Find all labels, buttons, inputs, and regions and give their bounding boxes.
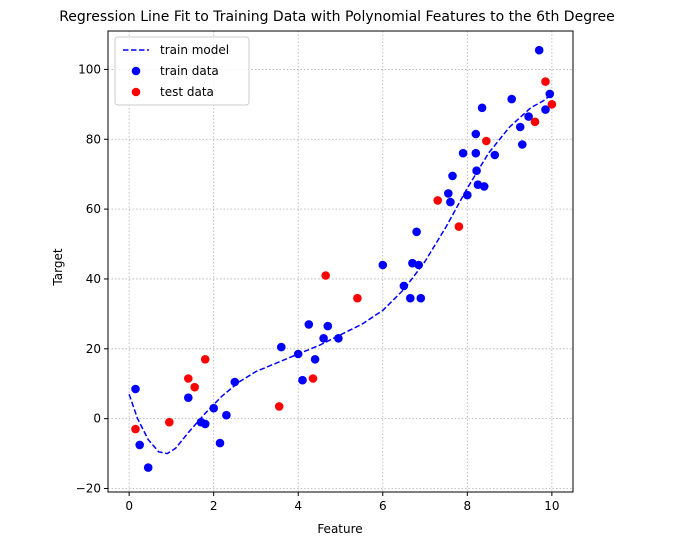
train-data-point	[472, 166, 481, 175]
test-data-point	[353, 293, 362, 303]
train-data-point	[399, 281, 409, 291]
train-data-point	[444, 189, 453, 198]
train-data-point	[471, 129, 481, 139]
train-data-point	[378, 260, 388, 270]
x-tick-label: 0	[125, 499, 133, 513]
train-data-point	[406, 293, 415, 303]
legend-label: test data	[160, 85, 214, 99]
train-data-point	[414, 260, 424, 270]
y-tick-label: 80	[86, 132, 101, 146]
y-tick-label: 60	[86, 202, 101, 216]
y-axis-label: Target	[51, 248, 65, 286]
train-data-point	[471, 148, 481, 158]
train-data-point	[448, 171, 457, 181]
train-data-point	[541, 105, 550, 114]
train-data-point	[490, 150, 500, 160]
train-data-point	[135, 440, 144, 450]
test-data-point	[321, 271, 331, 280]
train-data-point	[479, 182, 489, 191]
train-data-point	[277, 342, 286, 352]
train-data-point	[545, 89, 555, 99]
legend-label: train data	[160, 64, 219, 78]
train-data-point	[319, 334, 328, 343]
train-data-point	[515, 122, 525, 132]
y-tick-label: 20	[86, 342, 101, 356]
y-tick-label: 0	[93, 412, 101, 426]
test-data-point	[308, 374, 318, 383]
train-data-point	[334, 334, 343, 343]
ticks: 0 2 4 6 8 10 −20 0 20 40 60 80 100	[76, 62, 560, 513]
x-tick-label: 6	[379, 499, 387, 513]
legend: train model train data test data	[114, 36, 250, 106]
train-data-point	[446, 197, 455, 207]
points-layer	[131, 45, 557, 472]
y-tick-label: 40	[86, 272, 101, 286]
x-axis-label: Feature	[317, 522, 362, 536]
train-data-point	[293, 349, 303, 359]
test-data-point	[184, 374, 193, 383]
train-data-point	[518, 140, 527, 149]
train-model-line	[128, 93, 553, 455]
train-data-point	[304, 320, 314, 329]
train-data-point	[416, 293, 426, 303]
test-data-point	[547, 100, 557, 109]
model-line-layer	[128, 93, 553, 455]
train-data-point	[215, 438, 225, 448]
plot-frame	[107, 30, 574, 493]
test-data-point	[482, 136, 491, 146]
train-data-point	[230, 377, 240, 387]
train-data-point	[222, 410, 231, 420]
test-data-point	[454, 222, 464, 231]
test-data-point	[433, 196, 443, 205]
test-data-point	[530, 117, 540, 127]
train-data-point	[209, 403, 218, 413]
test-data-point	[165, 417, 174, 427]
train-data-point	[463, 190, 472, 200]
legend-label: train model	[160, 43, 229, 57]
train-data-point	[412, 227, 421, 237]
legend-box	[114, 36, 250, 106]
train-data-point	[477, 103, 487, 113]
train-data-point	[298, 375, 307, 385]
train-data-point	[310, 355, 320, 364]
y-tick-label: 100	[78, 62, 101, 76]
test-data-point	[274, 402, 284, 411]
y-tick-label: −20	[76, 482, 101, 496]
chart-title: Regression Line Fit to Training Data wit…	[59, 9, 615, 25]
x-tick-label: 2	[210, 499, 218, 513]
x-tick-label: 4	[294, 499, 302, 513]
x-tick-label: 10	[544, 499, 559, 513]
test-data-point	[200, 355, 210, 364]
test-data-point	[541, 77, 550, 86]
test-data-point	[131, 424, 140, 434]
train-data-point	[507, 94, 516, 104]
train-data-point	[200, 419, 210, 429]
x-tick-label: 8	[463, 499, 471, 513]
test-data-point	[190, 382, 199, 392]
train-data-point	[143, 463, 153, 472]
train-data-point	[458, 148, 468, 158]
train-data-point	[184, 393, 193, 403]
train-data-point	[534, 45, 544, 55]
train-data-point	[131, 384, 140, 394]
legend-marker-swatch	[131, 87, 141, 97]
legend-marker-swatch	[131, 66, 141, 76]
train-data-point	[524, 112, 533, 121]
train-data-point	[323, 321, 333, 331]
